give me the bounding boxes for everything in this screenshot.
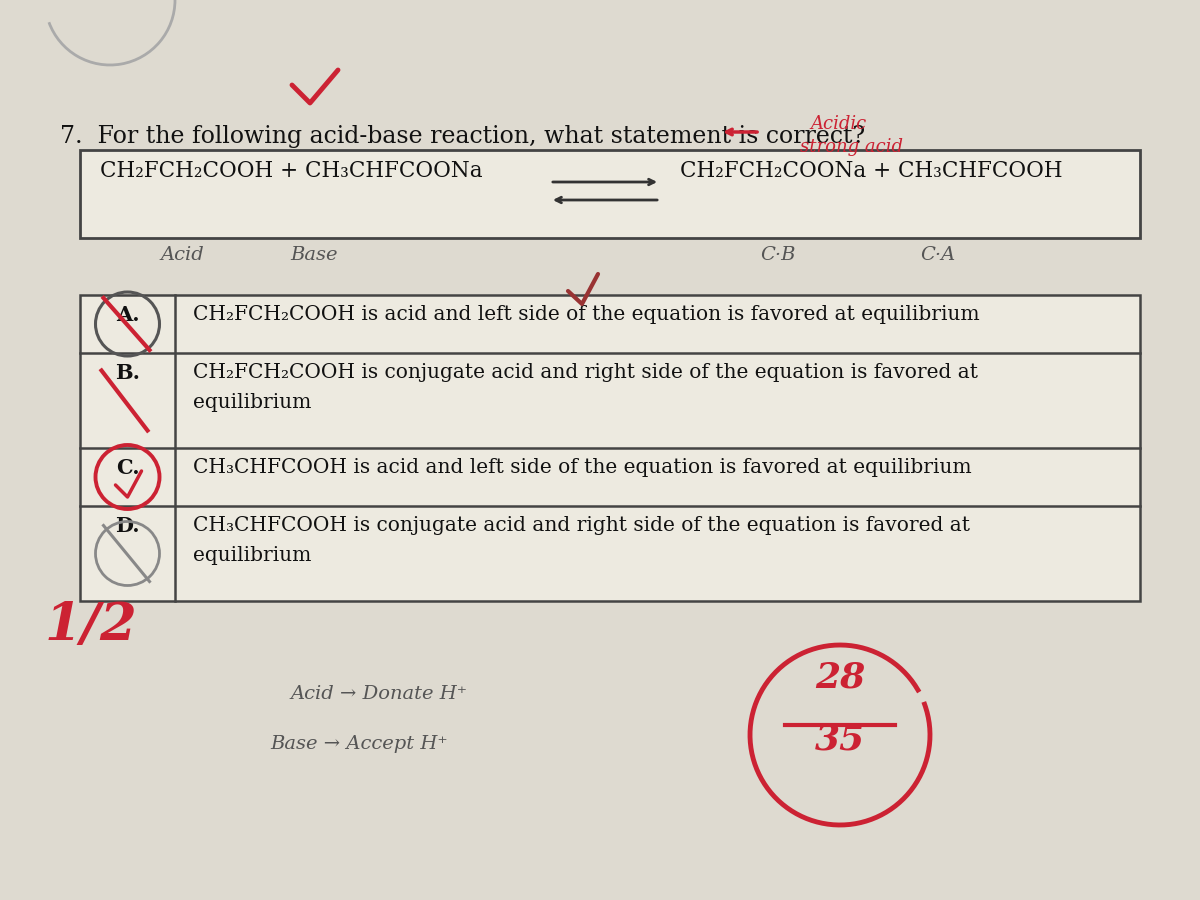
- Text: equilibrium: equilibrium: [193, 546, 311, 565]
- Text: Acid: Acid: [160, 246, 204, 264]
- Text: strong acid: strong acid: [800, 138, 904, 156]
- Text: Base: Base: [290, 246, 337, 264]
- Text: C.: C.: [115, 458, 139, 478]
- Text: CH₂FCH₂COOH is conjugate acid and right side of the equation is favored at: CH₂FCH₂COOH is conjugate acid and right …: [193, 363, 978, 382]
- Text: CH₃CHFCOOH is acid and left side of the equation is favored at equilibrium: CH₃CHFCOOH is acid and left side of the …: [193, 458, 972, 477]
- Text: 35: 35: [815, 723, 865, 757]
- Text: CH₂FCH₂COOH + CH₃CHFCOONa: CH₂FCH₂COOH + CH₃CHFCOONa: [100, 160, 482, 182]
- FancyBboxPatch shape: [80, 150, 1140, 238]
- Text: Base → Accept H⁺: Base → Accept H⁺: [270, 735, 448, 753]
- Text: CH₃CHFCOOH is conjugate acid and right side of the equation is favored at: CH₃CHFCOOH is conjugate acid and right s…: [193, 516, 970, 535]
- Text: Acid → Donate H⁺: Acid → Donate H⁺: [290, 685, 467, 703]
- Text: B.: B.: [115, 363, 140, 383]
- Text: D.: D.: [115, 516, 140, 536]
- Text: CH₂FCH₂COONa + CH₃CHFCOOH: CH₂FCH₂COONa + CH₃CHFCOOH: [680, 160, 1063, 182]
- Text: Acidic: Acidic: [810, 115, 866, 133]
- Text: 28: 28: [815, 660, 865, 694]
- Text: equilibrium: equilibrium: [193, 393, 311, 412]
- Text: C·A: C·A: [920, 246, 955, 264]
- Text: CH₂FCH₂COOH is acid and left side of the equation is favored at equilibrium: CH₂FCH₂COOH is acid and left side of the…: [193, 305, 979, 324]
- FancyBboxPatch shape: [80, 295, 1140, 601]
- Text: 1/2: 1/2: [46, 600, 138, 651]
- Text: A.: A.: [115, 305, 139, 325]
- Text: 7.  For the following acid-base reaction, what statement is correct?: 7. For the following acid-base reaction,…: [60, 125, 865, 148]
- Text: C·B: C·B: [760, 246, 796, 264]
